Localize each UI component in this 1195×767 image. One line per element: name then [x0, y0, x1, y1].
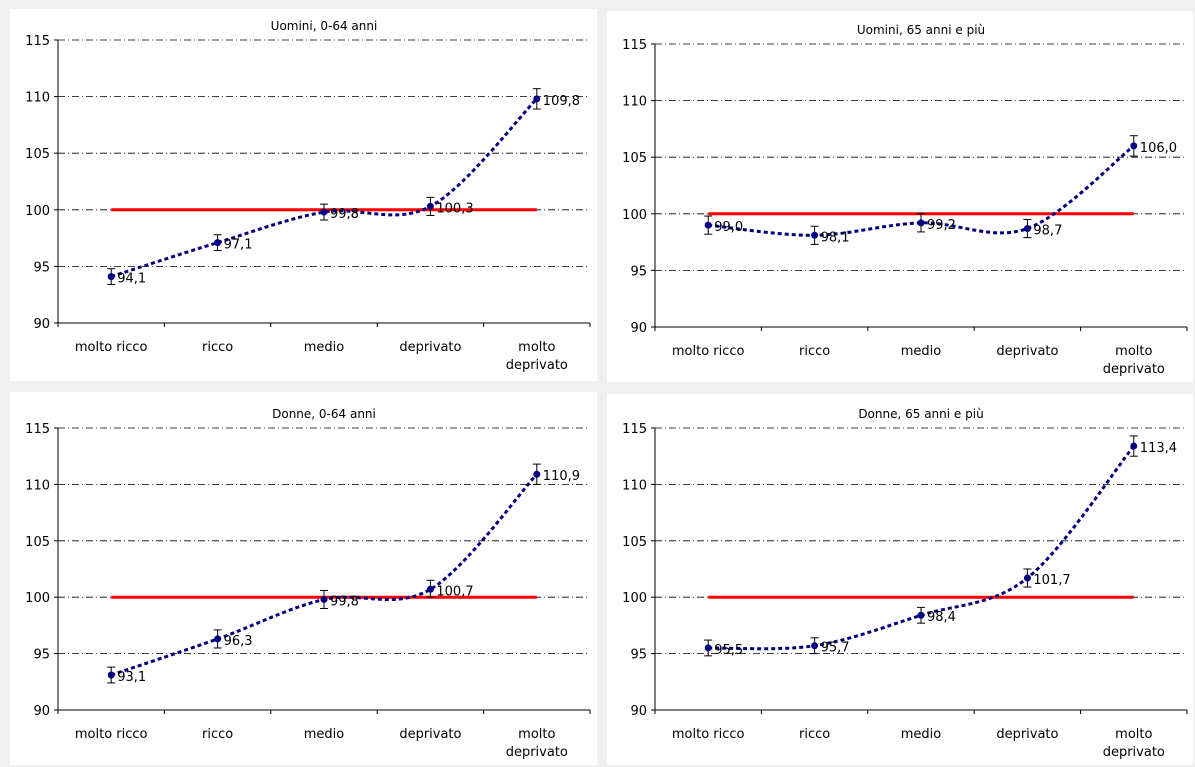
data-label: 106,0	[1140, 141, 1177, 156]
y-tick-label: 110	[25, 478, 50, 493]
data-label: 97,1	[224, 238, 253, 253]
x-category-label: molto deprivato	[1103, 344, 1165, 377]
x-category-label: molto deprivato	[506, 727, 568, 760]
y-tick-label: 115	[622, 38, 647, 53]
y-tick-label: 95	[630, 264, 647, 279]
x-category-label: molto ricco	[75, 727, 148, 742]
chart-men-65-plus: Uomini, 65 anni e più 90 95 100 105 110 115 mol…	[622, 23, 1188, 377]
x-category-label: deprivato	[996, 727, 1058, 742]
x-category-label: molto ricco	[75, 340, 148, 355]
x-category-label: molto deprivato	[506, 340, 568, 373]
y-tick-label: 95	[33, 260, 50, 275]
chart-panel-men-0-64: Uomini, 0-64 anni 90 95 100 105 110 115 molto r…	[10, 9, 597, 381]
data-label: 100,3	[436, 201, 473, 216]
y-tick-label: 90	[630, 704, 647, 719]
data-label: 95,5	[714, 643, 743, 658]
series-line	[110, 473, 538, 677]
chart-panel-women-0-64: Donne, 0-64 anni 90 95 100 105 110 115 molto ri…	[10, 392, 597, 765]
data-label: 101,7	[1033, 573, 1070, 588]
y-tick-label: 100	[622, 591, 647, 606]
chart-title: Donne, 0-64 anni	[272, 407, 376, 421]
data-point	[1023, 225, 1031, 233]
x-category-label: ricco	[799, 344, 830, 359]
x-category-label: medio	[304, 340, 345, 355]
y-tick-label: 115	[25, 422, 50, 437]
chart-title: Donne, 65 anni e più	[858, 407, 983, 421]
data-point	[704, 644, 712, 652]
y-tick-label: 90	[630, 321, 647, 336]
data-point	[811, 231, 819, 239]
data-point	[107, 671, 115, 679]
chart-women-65-plus: Donne, 65 anni e più 90 95 100 105 110 115 molt…	[622, 407, 1188, 760]
x-category-label: molto ricco	[672, 344, 745, 359]
data-label: 109,8	[543, 94, 580, 109]
data-label: 99,8	[330, 207, 359, 222]
y-tick-label: 90	[33, 317, 50, 332]
data-point	[107, 273, 115, 281]
x-category-label: deprivato	[399, 340, 461, 355]
data-label: 98,7	[1033, 224, 1062, 239]
data-label: 94,1	[117, 272, 146, 287]
data-label: 95,7	[821, 641, 850, 656]
series-line	[110, 97, 538, 279]
chart-title: Uomini, 65 anni e più	[857, 23, 985, 37]
data-point	[533, 95, 541, 103]
data-label: 99,2	[927, 218, 956, 233]
data-label: 99,0	[714, 220, 743, 235]
y-tick-label: 95	[630, 648, 647, 663]
data-label: 98,4	[927, 610, 956, 625]
data-label: 113,4	[1140, 441, 1177, 456]
chart-women-0-64: Donne, 0-64 anni 90 95 100 105 110 115 molto ri…	[25, 407, 591, 760]
x-category-label: ricco	[202, 340, 233, 355]
data-label: 100,7	[436, 584, 473, 599]
chart-title: Uomini, 0-64 anni	[271, 19, 378, 33]
y-tick-label: 105	[622, 535, 647, 550]
y-tick-label: 90	[33, 704, 50, 719]
data-point	[426, 585, 434, 593]
series-line	[708, 144, 1135, 237]
data-label: 93,1	[117, 670, 146, 685]
y-tick-label: 100	[25, 204, 50, 219]
x-category-label: medio	[304, 727, 345, 742]
data-point	[320, 208, 328, 216]
data-point	[533, 470, 541, 478]
data-point	[1130, 442, 1138, 450]
x-category-label: deprivato	[996, 344, 1058, 359]
y-tick-label: 110	[25, 91, 50, 106]
y-tick-label: 115	[622, 422, 647, 437]
data-point	[917, 611, 925, 619]
y-tick-label: 105	[622, 151, 647, 166]
x-category-label: medio	[901, 727, 942, 742]
y-tick-label: 110	[622, 478, 647, 493]
data-point	[811, 642, 819, 650]
data-label: 99,8	[330, 594, 359, 609]
data-point	[917, 219, 925, 227]
x-category-label: medio	[901, 344, 942, 359]
chart-panel-women-65-plus: Donne, 65 anni e più 90 95 100 105 110 115 molt…	[607, 394, 1193, 765]
y-tick-label: 105	[25, 535, 50, 550]
x-category-label: molto ricco	[672, 727, 745, 742]
data-label: 98,1	[821, 230, 850, 245]
data-label: 96,3	[224, 634, 253, 649]
chart-panel-men-65-plus: Uomini, 65 anni e più 90 95 100 105 110 115 mol…	[607, 11, 1193, 382]
y-tick-label: 100	[25, 591, 50, 606]
data-point	[214, 635, 222, 643]
y-tick-label: 100	[622, 208, 647, 223]
y-tick-label: 95	[33, 648, 50, 663]
data-point	[320, 595, 328, 603]
data-label: 110,9	[543, 469, 580, 484]
data-point	[214, 239, 222, 247]
x-category-label: deprivato	[399, 727, 461, 742]
data-point	[1130, 142, 1138, 150]
y-tick-label: 115	[25, 34, 50, 49]
chart-men-0-64: Uomini, 0-64 anni 90 95 100 105 110 115 molto r…	[25, 19, 591, 373]
y-tick-label: 110	[622, 95, 647, 110]
x-category-label: ricco	[799, 727, 830, 742]
y-tick-label: 105	[25, 147, 50, 162]
data-point	[426, 202, 434, 210]
x-category-label: ricco	[202, 727, 233, 742]
data-point	[704, 221, 712, 229]
data-point	[1023, 574, 1031, 582]
x-category-label: molto deprivato	[1103, 727, 1165, 760]
